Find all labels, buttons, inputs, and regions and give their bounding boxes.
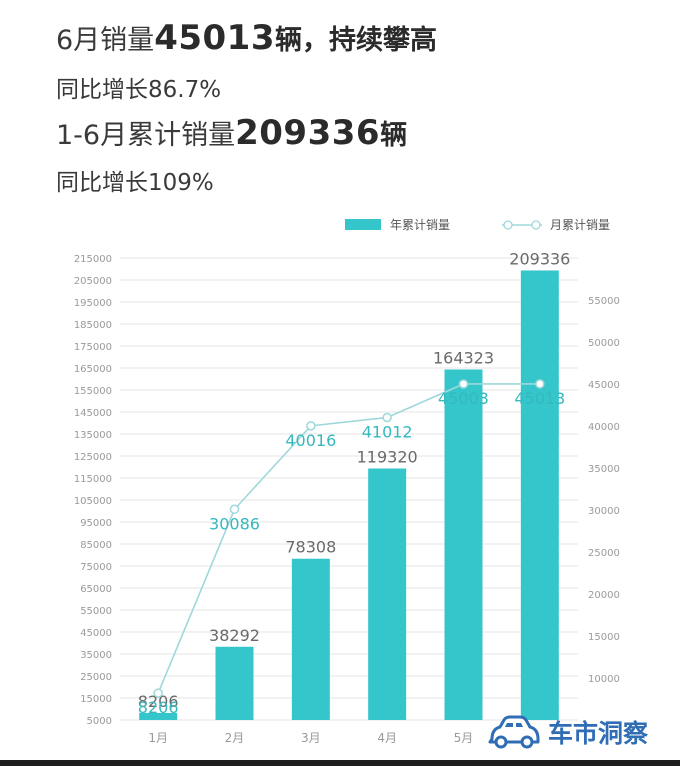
y-right-tick-label: 40000	[588, 422, 620, 433]
y-right-tick-label: 10000	[588, 674, 620, 685]
y-right-tick-label: 15000	[588, 632, 620, 643]
y-left-tick-label: 115000	[74, 474, 112, 485]
headline-ytd-yoy: 同比增长109%	[56, 170, 214, 196]
y-right-tick-label: 50000	[588, 338, 620, 349]
x-tick-label: 2月	[225, 731, 245, 745]
bar-4	[368, 468, 407, 720]
bar-value-label: 164323	[433, 348, 494, 367]
line-point	[458, 379, 469, 389]
line-point	[382, 412, 392, 423]
line-value-label: 41012	[362, 422, 413, 441]
y-right-tick-label: 20000	[588, 590, 620, 601]
legend-line-label: 月累计销量	[550, 218, 610, 232]
bar-value-label: 119320	[357, 447, 418, 466]
legend-line-marker	[531, 220, 541, 230]
line-point	[306, 421, 316, 431]
y-left-tick-label: 5000	[87, 716, 112, 727]
y-right-tick-label: 55000	[588, 296, 620, 307]
bar-value-label: 78308	[285, 538, 336, 557]
y-left-tick-label: 75000	[80, 562, 112, 573]
y-left-tick-label: 95000	[80, 518, 112, 529]
y-left-tick-label: 135000	[74, 430, 112, 441]
legend-bar-swatch	[345, 219, 381, 230]
headline-june-yoy: 同比增长86.7%	[56, 77, 222, 103]
y-left-tick-label: 25000	[80, 672, 112, 683]
bar-6	[520, 270, 559, 720]
line-value-label: 45003	[438, 389, 489, 408]
headline-ytd-sales: 1-6月累计销量209336辆	[56, 113, 407, 153]
y-left-tick-label: 15000	[80, 694, 112, 705]
monthly-line	[157, 383, 540, 694]
headline-ytd-number: 209336	[235, 113, 381, 153]
bar-value-label: 8206	[138, 692, 179, 711]
y-left-tick-label: 85000	[80, 540, 112, 551]
y-left-tick-label: 175000	[74, 342, 112, 353]
headline-june-sales: 6月销量45013辆，持续攀高	[56, 18, 437, 58]
bar-value-label: 209336	[509, 249, 570, 268]
sales-combo-chart: 5000 15000 25000 35000 45000 55000 65000 75000 8…	[74, 218, 620, 745]
bar-value-label: 38292	[209, 626, 260, 645]
y-left-tick-label: 105000	[74, 496, 112, 507]
headline-june-prefix: 6月销量	[56, 25, 155, 56]
line-value-label: 40016	[285, 431, 336, 450]
bar-2	[215, 646, 254, 720]
headline-june-unit: 辆	[274, 25, 302, 56]
bottom-strip	[0, 760, 680, 766]
bar-3	[291, 558, 330, 720]
y-right-tick-label: 30000	[588, 506, 620, 517]
line-point	[153, 688, 163, 698]
y-left-tick-label: 55000	[80, 606, 112, 617]
y-left-tick-label: 155000	[74, 386, 112, 397]
legend-bar-label: 年累计销量	[390, 218, 450, 232]
y-left-tick-label: 205000	[74, 276, 112, 287]
y-right-tick-label: 35000	[588, 464, 620, 475]
y-left-tick-label: 45000	[80, 628, 112, 639]
y-left-tick-label: 65000	[80, 584, 112, 595]
watermark-text: 车市洞察	[548, 719, 649, 748]
y-left-tick-label: 195000	[74, 298, 112, 309]
y-left-tick-label: 145000	[74, 408, 112, 419]
headline-june-number: 45013	[154, 18, 275, 58]
y-left-tick-label: 215000	[74, 254, 112, 265]
y-left-tick-label: 185000	[74, 320, 112, 331]
y-left-tick-label: 125000	[74, 452, 112, 463]
y-left-tick-label: 165000	[74, 364, 112, 375]
y-right-tick-label: 25000	[588, 548, 620, 559]
x-tick-label: 1月	[148, 731, 168, 745]
line-value-label: 8206	[138, 698, 179, 717]
legend-line-marker	[503, 220, 513, 230]
x-tick-label: 4月	[377, 731, 397, 745]
headline-ytd-unit: 辆	[380, 120, 408, 151]
line-point	[229, 504, 240, 515]
watermark: 车市洞察	[486, 712, 648, 752]
headline-ytd-prefix: 1-6月累计销量	[56, 120, 236, 151]
headline-june-suffix: ，持续攀高	[301, 25, 437, 56]
y-left-tick-label: 35000	[80, 650, 112, 661]
y-right-tick-label: 45000	[588, 380, 620, 391]
bar-5	[444, 369, 483, 720]
line-value-label: 30086	[209, 514, 260, 533]
bar-1	[139, 712, 178, 720]
x-tick-label: 5月	[454, 731, 474, 745]
x-tick-label: 3月	[301, 731, 321, 745]
line-point	[535, 379, 545, 389]
car-icon	[488, 715, 540, 749]
line-value-label: 45013	[514, 389, 565, 408]
